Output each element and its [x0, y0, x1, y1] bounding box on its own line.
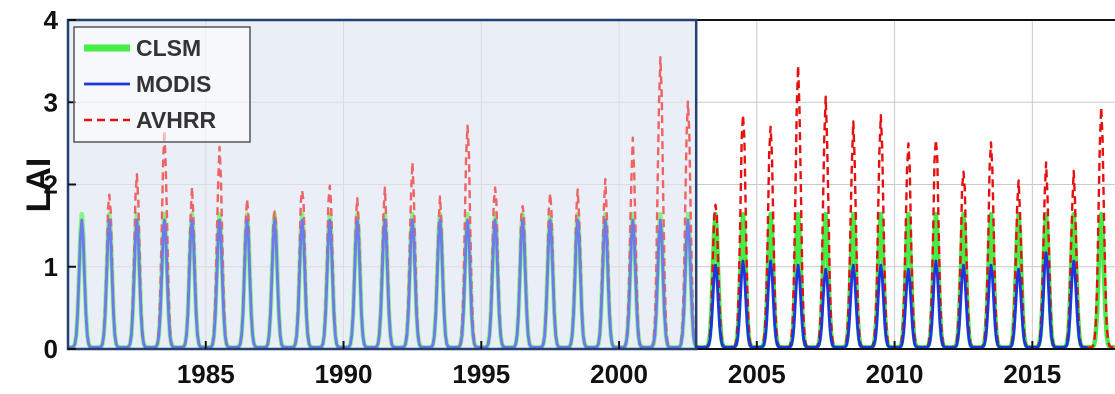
y-axis-label: LAI — [20, 158, 58, 213]
x-tick-label: 2015 — [1003, 359, 1061, 389]
y-tick-label: 1 — [44, 252, 58, 282]
x-tick-label: 2010 — [866, 359, 924, 389]
y-tick-label: 4 — [44, 5, 59, 35]
y-tick-label: 0 — [44, 334, 58, 364]
y-tick-label: 2 — [44, 170, 58, 200]
y-tick-label: 3 — [44, 87, 58, 117]
legend-label-modis: MODIS — [136, 71, 211, 97]
legend-label-avhrr: AVHRR — [136, 107, 216, 133]
x-tick-label: 2005 — [728, 359, 786, 389]
x-tick-label: 1990 — [315, 359, 373, 389]
x-tick-label: 1985 — [177, 359, 235, 389]
x-tick-label: 1995 — [452, 359, 510, 389]
series-line-modis — [68, 218, 1088, 349]
x-tick-label: 2000 — [590, 359, 648, 389]
legend-label-clsm: CLSM — [136, 35, 201, 61]
